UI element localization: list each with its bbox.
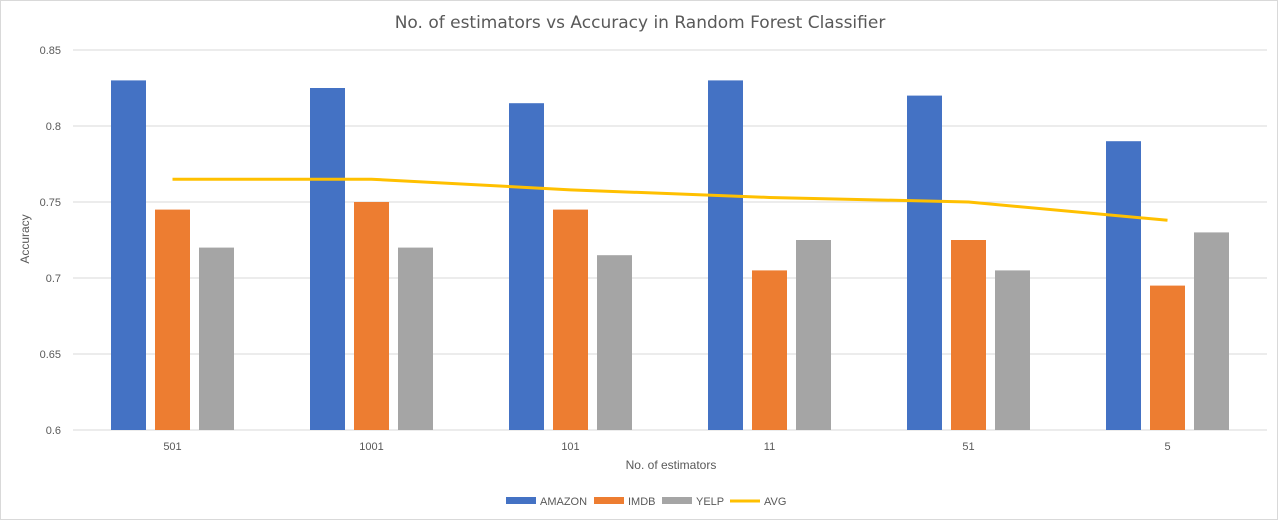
bar-yelp bbox=[199, 247, 234, 430]
bars bbox=[111, 80, 1229, 431]
y-tick-label: 0.6 bbox=[46, 425, 61, 437]
y-tick-label: 0.75 bbox=[40, 197, 61, 209]
avg-line bbox=[172, 177, 1168, 222]
bar-amazon bbox=[907, 95, 942, 430]
bar-amazon bbox=[1106, 141, 1141, 430]
legend-label-avg: AVG bbox=[764, 496, 786, 508]
bar-yelp bbox=[1194, 232, 1229, 430]
y-tick-label: 0.7 bbox=[46, 273, 61, 285]
x-tick-label: 101 bbox=[561, 441, 579, 453]
legend: AMAZON IMDB YELP AVG bbox=[506, 496, 786, 508]
x-tick-label: 11 bbox=[764, 441, 775, 453]
x-axis-label: No. of estimators bbox=[626, 458, 717, 472]
x-tick-label: 1001 bbox=[359, 441, 383, 453]
legend-label-imdb: IMDB bbox=[628, 496, 656, 508]
legend-swatch-amazon bbox=[506, 497, 536, 504]
y-tick-label: 0.85 bbox=[40, 45, 61, 57]
bar-imdb bbox=[951, 240, 986, 430]
x-tick-label: 501 bbox=[163, 441, 181, 453]
bar-imdb bbox=[752, 270, 787, 430]
bar-amazon bbox=[310, 88, 345, 430]
legend-label-yelp: YELP bbox=[696, 496, 724, 508]
y-tick-label: 0.8 bbox=[46, 121, 61, 133]
bar-yelp bbox=[597, 255, 632, 430]
bar-imdb bbox=[553, 209, 588, 430]
bar-yelp bbox=[995, 270, 1030, 430]
x-tick-label: 51 bbox=[962, 441, 974, 453]
bar-yelp bbox=[796, 240, 831, 430]
y-tick-labels: 0.6 0.65 0.7 0.75 0.8 0.85 bbox=[40, 45, 61, 437]
bar-amazon bbox=[111, 80, 146, 431]
bar-imdb bbox=[354, 202, 389, 430]
bar-amazon bbox=[708, 80, 743, 431]
bar-imdb bbox=[1150, 285, 1185, 430]
bar-imdb bbox=[155, 209, 190, 430]
x-tick-labels: 501 1001 101 11 51 5 bbox=[163, 441, 1170, 453]
legend-swatch-yelp bbox=[662, 497, 692, 504]
y-axis-label: Accuracy bbox=[18, 214, 32, 263]
x-tick-label: 5 bbox=[1164, 441, 1170, 453]
chart-title: No. of estimators vs Accuracy in Random … bbox=[395, 13, 886, 33]
y-tick-label: 0.65 bbox=[40, 349, 61, 361]
gridlines bbox=[73, 49, 1267, 431]
legend-swatch-imdb bbox=[594, 497, 624, 504]
bar-amazon bbox=[509, 103, 544, 430]
avg-line-layer bbox=[172, 177, 1168, 222]
bar-yelp bbox=[398, 247, 433, 430]
legend-label-amazon: AMAZON bbox=[540, 496, 587, 508]
